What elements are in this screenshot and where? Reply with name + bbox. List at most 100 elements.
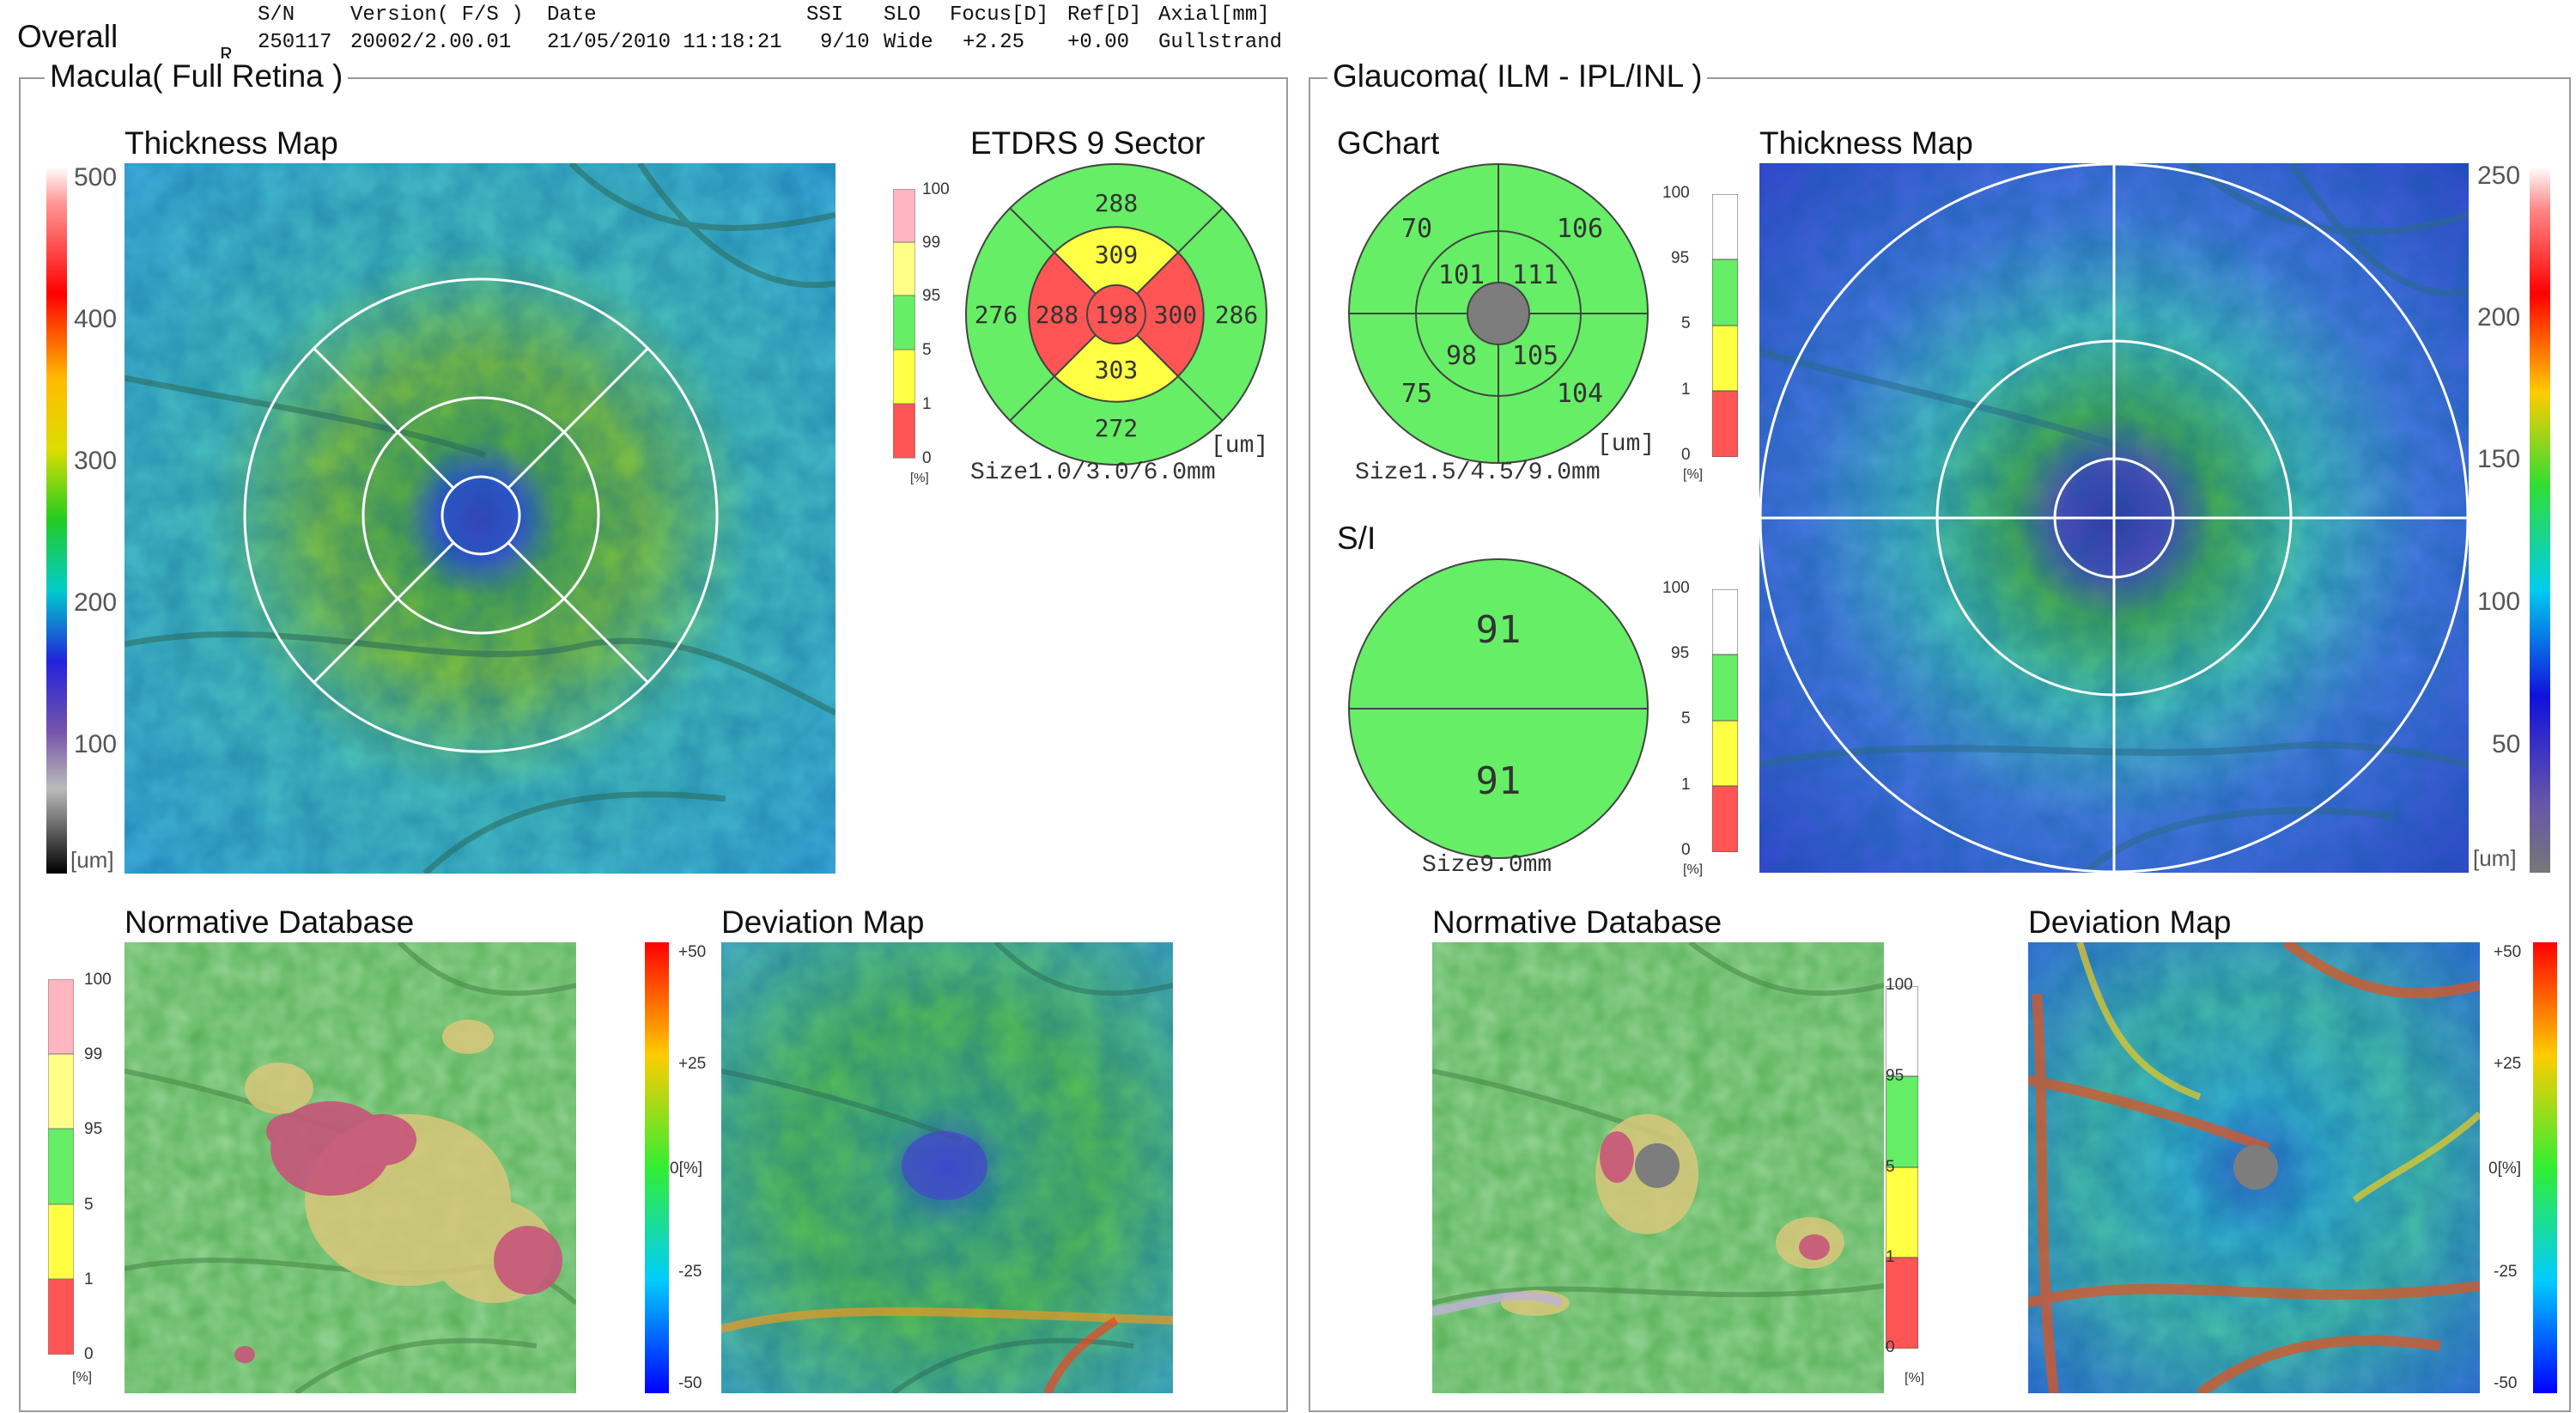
glaucoma-normative-tick: 5 [1886,1158,1895,1176]
macula-deviation-tick: 0[%] [670,1160,703,1178]
ssi-value: 9/10 [820,31,870,54]
gchart-scale-tick: 95 [1671,249,1690,267]
gchart-scale-tick: 0 [1681,446,1691,464]
etdrs-scale-tick: 99 [922,234,941,252]
glaucoma-panel-title: Glaucoma( ILM - IPL/INL ) [1327,58,1708,94]
slo-value: Wide [884,31,933,54]
si-scale-tick: 5 [1681,710,1691,728]
etdrs-size: Size1.0/3.0/6.0mm [970,460,1216,486]
macula-thickness-tick: 200 [74,588,118,617]
etdrs-outer-superior-value: 288 [1095,189,1139,217]
gchart-outer-in-value: 104 [1557,379,1603,409]
page-title: Overall [17,19,118,54]
macula-thickness-colorbar [46,167,67,874]
si-scale-unit: [%] [1683,862,1704,877]
etdrs-outer-inferior-value: 272 [1095,414,1139,442]
etdrs-outer-temporal-value: 276 [975,301,1018,329]
macula-deviation-map[interactable] [721,942,1173,1393]
glaucoma-normative-tick: 95 [1886,1067,1905,1085]
macula-thickness-title: Thickness Map [125,125,338,161]
gchart-scale-tick: 5 [1681,314,1691,332]
gchart-inner-in-value: 105 [1512,341,1558,371]
gchart-outer-sn-value: 106 [1557,214,1603,244]
slo-label: SLO [884,3,921,27]
macula-normative-tick: 0 [84,1345,94,1363]
etdrs-inner-inferior-value: 303 [1095,356,1139,384]
si-scale-tick: 95 [1671,644,1690,662]
glaucoma-deviation-map[interactable] [2028,942,2480,1393]
macula-deviation-tick: -25 [678,1263,702,1281]
gchart-inner-st-value: 101 [1438,260,1485,290]
si-size: Size9.0mm [1422,852,1552,879]
macula-thickness-map[interactable] [125,163,835,874]
macula-normative-bar [48,979,74,1355]
etdrs-unit: [um] [1211,433,1269,460]
etdrs-inner-nasal [1115,251,1205,378]
glaucoma-thickness-colorbar [2530,167,2550,873]
glaucoma-panel: Glaucoma( ILM - IPL/INL ) [1309,58,2571,1412]
glaucoma-deviation-title: Deviation Map [2028,904,2232,940]
gchart-scale-unit: [%] [1683,467,1704,482]
ref-label: Ref[D] [1067,3,1142,27]
etdrs-inner-temporal [1028,251,1118,378]
focus-label: Focus[D] [950,3,1049,27]
etdrs-inner-inferior [1053,313,1180,403]
glaucoma-thickness-unit: [um] [2473,845,2517,871]
etdrs-scale-tick: 95 [922,287,941,305]
macula-deviation-tick: -50 [678,1374,702,1392]
ssi-label: SSI [806,3,844,27]
macula-panel-title: Macula( Full Retina ) [45,58,349,94]
etdrs-chart[interactable]: 288 309 276 288 198 300 286 303 272 [962,160,1271,469]
glaucoma-deviation-tick: 0[%] [2488,1160,2522,1178]
macula-normative-title: Normative Database [125,904,415,940]
glaucoma-normative-map[interactable] [1432,942,1884,1393]
glaucoma-deviation-tick: -25 [2494,1263,2518,1281]
etdrs-scale-tick: 0 [922,449,932,467]
macula-normative-map[interactable] [125,942,576,1393]
gchart-size: Size1.5/4.5/9.0mm [1355,460,1601,486]
etdrs-inner-nasal-value: 300 [1154,301,1198,329]
date-label: Date [547,3,597,27]
date-value: 21/05/2010 11:18:21 [547,31,782,54]
gchart-inner-it-value: 98 [1446,341,1477,371]
glaucoma-deviation-tick: +25 [2494,1055,2522,1073]
etdrs-center-value: 198 [1095,301,1139,329]
glaucoma-normative-tick: 1 [1886,1248,1895,1266]
gchart-outer-st-value: 70 [1401,214,1432,244]
etdrs-scale-tick: 100 [922,180,950,198]
macula-deviation-colorbar [645,942,669,1393]
glaucoma-thickness-tick: 150 [2477,445,2521,473]
etdrs-outer-nasal-value: 286 [1215,301,1259,329]
etdrs-scale-tick: 5 [922,341,932,359]
macula-thickness-tick: 500 [74,163,118,192]
etdrs-inner-temporal-value: 288 [1036,301,1079,329]
etdrs-inner-superior-value: 309 [1095,241,1139,269]
macula-deviation-tick: +50 [678,943,707,961]
gchart-unit: [um] [1597,431,1656,458]
si-superior-value: 91 [1476,608,1522,652]
si-scale-tick: 1 [1681,776,1691,794]
focus-value: +2.25 [963,31,1025,54]
macula-normative-tick: 95 [84,1120,103,1138]
etdrs-center [1086,284,1146,344]
si-chart[interactable]: 91 91 [1346,557,1650,861]
etdrs-inner-superior [1053,226,1180,316]
sn-value: 250117 [258,31,332,54]
macula-normative-tick: 1 [84,1270,94,1288]
si-inferior-value: 91 [1476,759,1522,803]
macula-normative-unit: [%] [72,1370,93,1385]
macula-thickness-tick: 300 [74,447,118,475]
gchart[interactable]: 70 106 101 111 98 105 75 104 [1346,161,1650,466]
si-title: S/I [1337,521,1376,556]
macula-thickness-unit: [um] [70,847,114,873]
glaucoma-thickness-tick: 250 [2477,161,2521,190]
glaucoma-deviation-colorbar [2533,942,2557,1393]
glaucoma-thickness-tick: 50 [2492,730,2521,758]
macula-normative-tick: 5 [84,1196,94,1214]
glaucoma-deviation-tick: +50 [2494,943,2522,961]
gchart-title: GChart [1337,125,1440,161]
macula-thickness-tick: 400 [74,305,118,333]
glaucoma-thickness-map[interactable] [1759,163,2469,873]
gchart-outer-it-value: 75 [1401,379,1432,409]
si-percentile-bar [1712,589,1738,852]
